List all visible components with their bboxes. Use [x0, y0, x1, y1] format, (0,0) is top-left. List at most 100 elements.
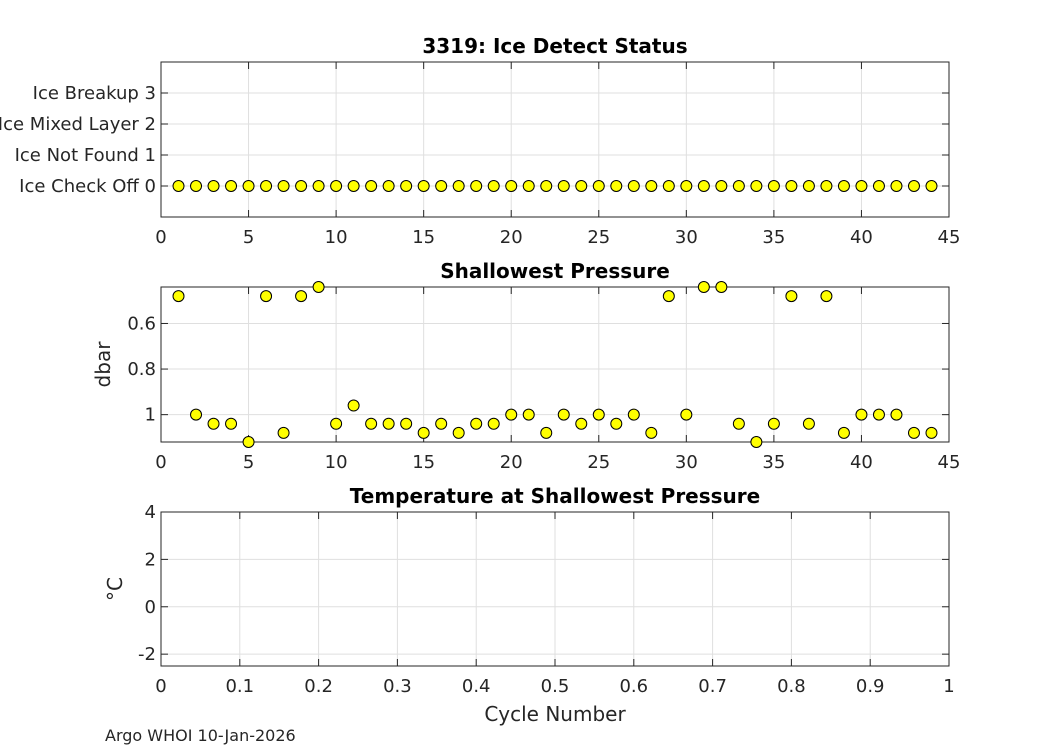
data-point: [190, 180, 203, 192]
data-point: [890, 180, 903, 192]
data-point: [330, 417, 343, 430]
data-point: [767, 180, 780, 192]
data-point: [260, 180, 273, 192]
data-point: [785, 290, 798, 303]
data-point: [260, 290, 273, 303]
data-point: [662, 290, 675, 303]
x-tick-label: 15: [412, 452, 435, 473]
data-point: [767, 417, 780, 430]
data-point: [645, 426, 658, 439]
x-axis-label: Cycle Number: [484, 702, 626, 726]
plot-area: [161, 287, 949, 442]
data-point: [907, 180, 920, 192]
data-point: [295, 290, 308, 303]
data-point: [872, 408, 885, 421]
data-point: [610, 180, 623, 192]
x-tick-label: 0.5: [541, 676, 570, 697]
chart-title: Shallowest Pressure: [440, 259, 670, 283]
data-point: [382, 180, 395, 192]
x-tick-label: 25: [587, 227, 610, 248]
data-point: [837, 180, 850, 192]
data-point: [505, 408, 518, 421]
x-tick-label: 25: [587, 452, 610, 473]
y-tick-label: Ice Check Off 0: [19, 176, 156, 197]
data-point: [242, 180, 255, 192]
data-point: [172, 180, 185, 192]
data-point: [190, 408, 203, 421]
data-point: [802, 180, 815, 192]
data-point: [225, 180, 238, 192]
data-point: [715, 180, 728, 192]
x-tick-label: 0.8: [777, 676, 806, 697]
x-tick-label: 0.6: [619, 676, 648, 697]
data-point: [662, 180, 675, 192]
x-tick-label: 35: [762, 452, 785, 473]
data-point: [627, 180, 640, 192]
data-point: [540, 180, 553, 192]
data-point: [207, 417, 220, 430]
data-point: [312, 180, 325, 192]
data-point: [925, 180, 938, 192]
data-point: [680, 180, 693, 192]
chart-title: Temperature at Shallowest Pressure: [350, 484, 760, 508]
data-point: [487, 180, 500, 192]
data-point: [312, 281, 325, 293]
data-point: [277, 180, 290, 192]
y-tick-label: Ice Mixed Layer 2: [0, 114, 156, 135]
data-point: [225, 417, 238, 430]
data-point: [627, 408, 640, 421]
data-point: [557, 180, 570, 192]
y-axis-label: °C: [103, 577, 127, 601]
data-point: [837, 426, 850, 439]
data-point: [610, 417, 623, 430]
data-point: [785, 180, 798, 192]
y-tick-label: 0: [145, 597, 156, 618]
data-point: [732, 417, 745, 430]
data-point: [907, 426, 920, 439]
x-tick-label: 0: [155, 452, 166, 473]
y-axis-label: dbar: [91, 341, 115, 388]
data-point: [470, 180, 483, 192]
data-point: [575, 180, 588, 192]
x-tick-label: 0: [155, 676, 166, 697]
axes-box: [160, 286, 950, 443]
data-point: [417, 426, 430, 439]
data-point: [925, 426, 938, 439]
y-tick-label: -2: [138, 644, 156, 665]
data-point: [452, 426, 465, 439]
data-point: [592, 180, 605, 192]
x-tick-label: 0.1: [225, 676, 254, 697]
data-point: [697, 281, 710, 293]
y-tick-label: 0.6: [127, 313, 156, 334]
x-tick-label: 40: [850, 227, 873, 248]
data-point: [680, 408, 693, 421]
data-point: [435, 417, 448, 430]
data-point: [715, 281, 728, 293]
x-tick-label: 10: [325, 227, 348, 248]
y-tick-label: 4: [145, 502, 156, 523]
data-point: [330, 180, 343, 192]
x-tick-label: 10: [325, 452, 348, 473]
data-point: [592, 408, 605, 421]
data-point: [277, 426, 290, 439]
data-point: [540, 426, 553, 439]
x-tick-label: 30: [675, 452, 698, 473]
x-tick-label: 15: [412, 227, 435, 248]
data-point: [522, 180, 535, 192]
data-point: [242, 436, 255, 448]
data-point: [452, 180, 465, 192]
data-point: [505, 180, 518, 192]
data-point: [365, 417, 378, 430]
data-point: [750, 436, 763, 448]
chart-title: 3319: Ice Detect Status: [422, 34, 687, 58]
data-point: [557, 408, 570, 421]
y-tick-label: Ice Breakup 3: [33, 83, 156, 104]
data-point: [382, 417, 395, 430]
data-point: [820, 290, 833, 303]
x-tick-label: 1: [943, 676, 954, 697]
x-tick-label: 5: [243, 452, 254, 473]
x-tick-label: 45: [938, 452, 961, 473]
y-tick-label: Ice Not Found 1: [15, 145, 156, 166]
x-tick-label: 45: [938, 227, 961, 248]
data-point: [400, 180, 413, 192]
